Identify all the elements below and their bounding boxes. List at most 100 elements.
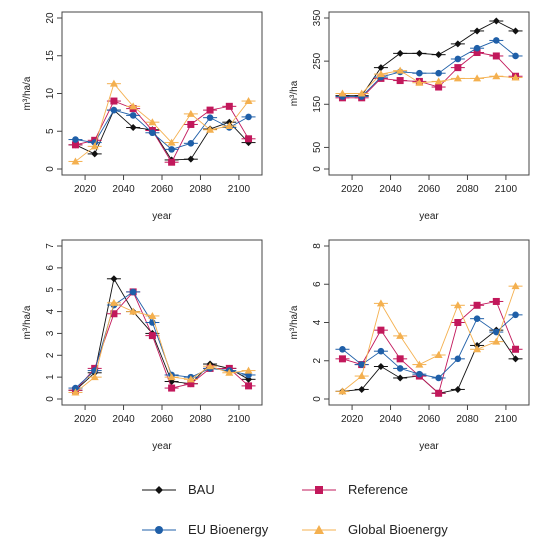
y-axis-label: m³/ha/a bbox=[289, 305, 300, 339]
data-point bbox=[148, 118, 157, 126]
series-bau bbox=[68, 275, 256, 394]
x-tick-label: 2020 bbox=[341, 184, 364, 195]
data-point bbox=[376, 299, 385, 307]
x-tick-label: 2060 bbox=[418, 414, 441, 425]
data-point bbox=[453, 74, 462, 82]
data-point bbox=[91, 150, 99, 158]
x-tick-label: 2040 bbox=[379, 414, 402, 425]
data-point bbox=[473, 345, 482, 353]
x-tick-label: 2040 bbox=[379, 184, 402, 195]
data-point bbox=[90, 373, 99, 381]
series-eu-bioenergy bbox=[335, 37, 523, 100]
x-axis-label: year bbox=[419, 441, 439, 452]
x-axis-label: year bbox=[152, 441, 172, 452]
data-point bbox=[511, 282, 520, 290]
data-point bbox=[512, 52, 519, 60]
chart-panel-3: 0 1 2 3 4 5 6 7 2020 2040 2060 2080 2100 year m³/ha/a bbox=[22, 239, 263, 452]
data-point bbox=[454, 355, 462, 363]
y-tick-label: 1 bbox=[45, 374, 56, 380]
data-point bbox=[129, 307, 138, 315]
data-point bbox=[492, 72, 501, 80]
data-point bbox=[512, 355, 520, 363]
series-line-bau bbox=[342, 329, 516, 394]
data-point bbox=[454, 64, 462, 72]
data-point bbox=[71, 388, 80, 396]
data-point bbox=[435, 69, 442, 77]
data-point bbox=[416, 69, 423, 77]
data-point bbox=[396, 331, 405, 339]
series-line-global-bioenergy bbox=[342, 70, 516, 94]
x-tick-label: 2080 bbox=[189, 414, 212, 425]
data-point bbox=[187, 380, 195, 388]
series-global-bioenergy bbox=[68, 79, 256, 165]
legend-marker-bau bbox=[142, 485, 176, 494]
data-point bbox=[493, 328, 500, 336]
data-point bbox=[435, 374, 442, 382]
series-line-global-bioenergy bbox=[75, 82, 249, 162]
series-global-bioenergy bbox=[68, 298, 256, 396]
data-point bbox=[396, 374, 404, 382]
y-tick-label: 5 bbox=[45, 128, 56, 134]
y-axis-label: m³/ha bbox=[289, 80, 300, 106]
data-point bbox=[434, 77, 443, 85]
x-axis-label: year bbox=[419, 211, 439, 222]
data-point bbox=[186, 109, 195, 117]
series-eu-bioenergy bbox=[68, 288, 256, 392]
x-tick-label: 2080 bbox=[189, 184, 212, 195]
data-point bbox=[245, 382, 253, 390]
y-axis-label: m³/ha/a bbox=[22, 76, 33, 110]
data-point bbox=[377, 326, 385, 334]
data-point bbox=[187, 120, 195, 128]
y-tick-label: 250 bbox=[312, 52, 323, 69]
data-point bbox=[186, 375, 195, 383]
series-line-bau bbox=[75, 277, 249, 391]
series-bau bbox=[68, 106, 256, 164]
x-tick-label: 2060 bbox=[151, 184, 174, 195]
data-point bbox=[396, 49, 404, 57]
data-point bbox=[415, 78, 424, 86]
data-point bbox=[72, 136, 79, 143]
series-eu-bioenergy bbox=[335, 311, 523, 382]
series-line-eu-bioenergy bbox=[75, 109, 249, 150]
x-tick-label: 2100 bbox=[228, 414, 251, 425]
data-point bbox=[416, 370, 423, 378]
legend: BAU Reference EU Bioenergy Global Bioene… bbox=[130, 476, 510, 546]
data-point bbox=[357, 89, 366, 97]
data-point bbox=[110, 97, 118, 105]
data-point bbox=[109, 79, 118, 87]
x-tick-label: 2100 bbox=[228, 184, 251, 195]
y-tick-label: 4 bbox=[312, 319, 323, 325]
legend-label-global-bioenergy: Global Bioenergy bbox=[348, 522, 448, 537]
data-point bbox=[225, 102, 233, 110]
y-tick-label: 50 bbox=[312, 141, 323, 153]
legend-label-bau: BAU bbox=[188, 482, 215, 497]
series-line-global-bioenergy bbox=[342, 286, 516, 392]
data-point bbox=[167, 373, 176, 381]
series-global-bioenergy bbox=[335, 282, 523, 395]
series-line-bau bbox=[342, 20, 516, 97]
data-point bbox=[473, 301, 481, 309]
y-tick-label: 0 bbox=[45, 396, 56, 402]
data-point bbox=[206, 114, 214, 121]
data-point bbox=[473, 44, 481, 52]
data-point bbox=[453, 301, 462, 309]
chart-panel-2: 0 50 150 250 350 2020 2040 2060 2080 2100 year m³/h… bbox=[289, 9, 530, 222]
data-point bbox=[129, 288, 137, 296]
y-tick-label: 7 bbox=[45, 243, 56, 249]
data-point bbox=[109, 298, 118, 306]
series-line-reference bbox=[342, 52, 516, 99]
data-point bbox=[339, 345, 346, 353]
data-point bbox=[245, 113, 252, 121]
data-point bbox=[473, 315, 481, 322]
data-point bbox=[358, 361, 365, 368]
data-point bbox=[396, 77, 404, 85]
data-point bbox=[377, 362, 385, 370]
series-line-eu-bioenergy bbox=[342, 39, 516, 97]
data-point bbox=[396, 355, 404, 363]
series-line-eu-bioenergy bbox=[342, 314, 516, 379]
x-tick-label: 2020 bbox=[341, 414, 364, 425]
y-tick-label: 6 bbox=[45, 265, 56, 271]
data-point bbox=[148, 311, 157, 319]
data-point bbox=[245, 135, 253, 143]
data-point bbox=[71, 157, 80, 165]
